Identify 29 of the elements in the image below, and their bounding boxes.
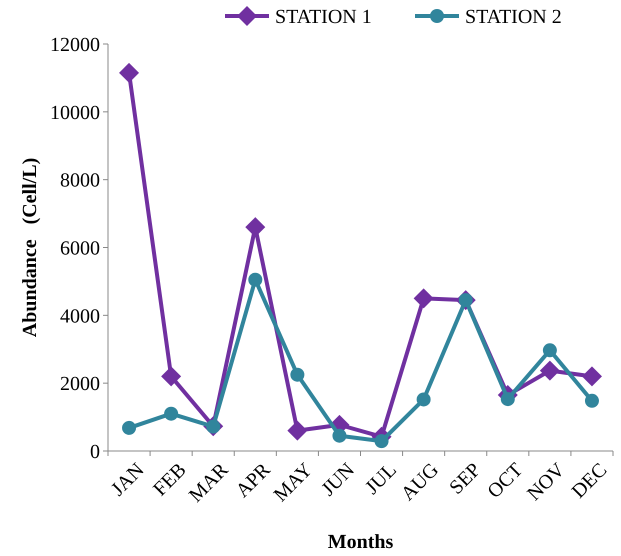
point bbox=[582, 366, 602, 386]
y-tick-label: 6000 bbox=[60, 238, 100, 260]
point bbox=[540, 360, 560, 381]
point bbox=[584, 394, 599, 408]
point bbox=[374, 434, 389, 448]
y-axis-title: Abundance (Cell/L) bbox=[19, 158, 41, 338]
point bbox=[416, 392, 431, 406]
point bbox=[414, 288, 434, 308]
point bbox=[290, 368, 304, 382]
point bbox=[161, 366, 182, 386]
point bbox=[500, 392, 515, 406]
y-tick-label: 2000 bbox=[60, 373, 100, 396]
point bbox=[248, 272, 262, 287]
legend-label: STATION 2 bbox=[465, 6, 562, 28]
y-tick-label: 0 bbox=[90, 441, 100, 463]
legend-label: STATION 1 bbox=[275, 6, 372, 28]
y-tick-label: 12000 bbox=[50, 34, 100, 56]
x-axis-title: Months bbox=[328, 531, 394, 553]
y-tick-label: 8000 bbox=[60, 170, 100, 192]
point bbox=[332, 428, 346, 443]
point bbox=[122, 420, 136, 435]
x-tick-label: JUL bbox=[361, 458, 401, 499]
point bbox=[164, 406, 178, 421]
y-tick-label: 10000 bbox=[50, 102, 100, 124]
point bbox=[542, 343, 557, 358]
x-tick-label: SEP bbox=[445, 458, 486, 499]
y-tick-label: 4000 bbox=[60, 305, 100, 328]
point bbox=[287, 420, 308, 441]
point bbox=[119, 62, 140, 83]
